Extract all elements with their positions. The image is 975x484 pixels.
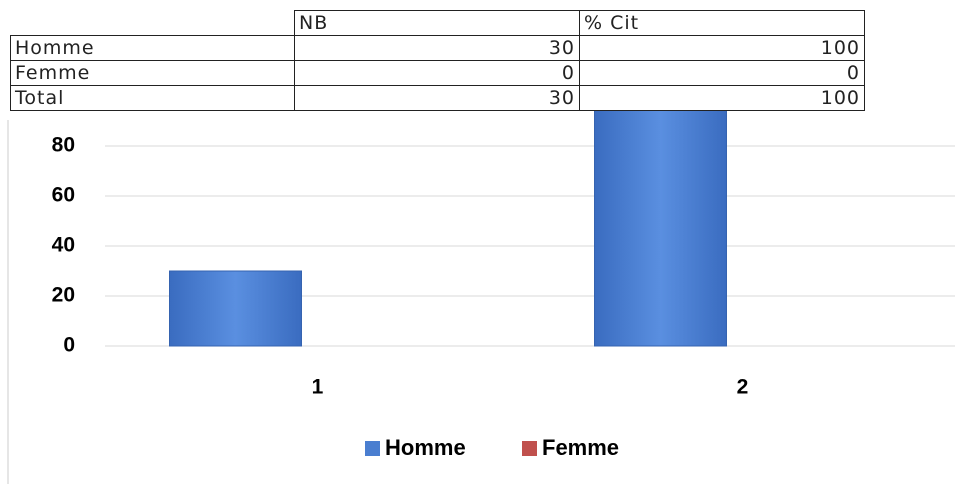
table-header: NB % Cit	[10, 10, 865, 36]
bar	[594, 95, 727, 347]
table-cell: 30	[294, 85, 580, 111]
y-tick-label: 40	[52, 234, 75, 257]
table-row: Femme 0 0	[10, 60, 865, 86]
table-row: Homme 30 100	[10, 35, 865, 61]
y-tick-label: 80	[52, 134, 75, 157]
table-cell: 100	[579, 85, 865, 111]
legend-label: Femme	[542, 435, 619, 460]
table-row: Total 30 100	[10, 85, 865, 111]
x-tick-label: 1	[312, 376, 324, 399]
table-cell: 0	[294, 60, 580, 86]
header-cell: NB	[294, 10, 580, 36]
header-cell	[10, 10, 295, 36]
header-cell: % Cit	[579, 10, 865, 36]
legend-swatch	[365, 441, 380, 456]
y-tick-label: 0	[63, 334, 75, 357]
table-cell: 30	[294, 35, 580, 61]
legend-label: Homme	[385, 435, 466, 460]
table-cell: Homme	[10, 35, 295, 61]
x-tick-label: 2	[737, 376, 749, 399]
table-cell: Femme	[10, 60, 295, 86]
table-cell: Total	[10, 85, 295, 111]
y-tick-label: 20	[52, 284, 75, 307]
table-cell: 0	[579, 60, 865, 86]
data-table: NB % Cit Homme 30 100 Femme 0 0 Total 30 100	[10, 10, 865, 111]
y-tick-label: 60	[52, 184, 75, 207]
bar	[169, 270, 302, 347]
table-cell: 100	[579, 35, 865, 61]
legend-swatch	[522, 441, 537, 456]
